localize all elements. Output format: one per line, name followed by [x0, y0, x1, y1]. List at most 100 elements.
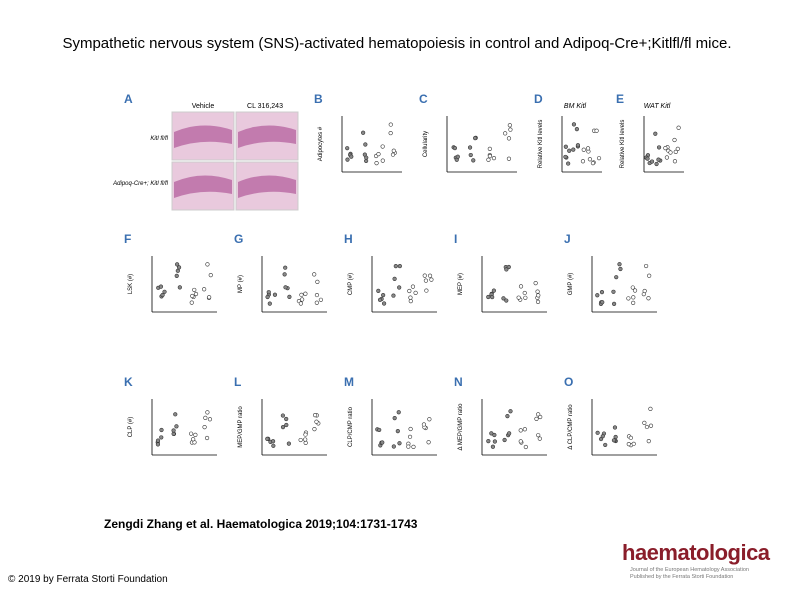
dot — [598, 436, 604, 442]
y-axis-label: Δ MEP/GMP ratio — [458, 403, 464, 451]
dot — [523, 295, 528, 300]
dot — [266, 290, 271, 295]
dot — [345, 146, 350, 151]
dot — [364, 155, 369, 160]
dot — [567, 148, 572, 153]
dot — [202, 425, 207, 430]
dot — [490, 294, 495, 300]
dot — [492, 439, 497, 444]
panel-letter: E — [616, 92, 624, 106]
dot — [508, 409, 513, 414]
dot — [503, 131, 508, 136]
dot — [523, 444, 528, 450]
histology-tissue — [238, 175, 296, 198]
dot — [388, 122, 393, 127]
dot — [393, 264, 398, 269]
dot — [315, 279, 320, 284]
dot — [676, 125, 681, 130]
dot — [363, 142, 368, 147]
y-axis-label: Adipocytes # — [318, 126, 324, 161]
dot — [504, 267, 509, 272]
dot — [522, 290, 527, 296]
dot — [411, 444, 416, 449]
dot — [361, 130, 366, 135]
dot — [391, 293, 396, 298]
dot — [193, 291, 199, 297]
dot — [391, 444, 396, 449]
dot — [410, 284, 416, 289]
dot — [381, 301, 387, 306]
dot — [424, 288, 429, 293]
dot — [408, 299, 413, 304]
dot — [314, 419, 319, 424]
dot — [611, 438, 617, 443]
dot — [159, 427, 164, 433]
y-axis-label: MEP (#) — [458, 273, 464, 295]
dot — [395, 429, 400, 434]
dot — [508, 127, 513, 132]
histology-tissue — [174, 125, 232, 148]
panel-letter: M — [344, 375, 354, 389]
dot — [282, 272, 287, 277]
logo-line: Journal of the European Hematology Assoc… — [630, 567, 749, 573]
dot — [487, 153, 493, 159]
y-axis-label: GMP (#) — [568, 273, 574, 296]
dot — [397, 285, 402, 290]
dot — [205, 410, 210, 415]
dot — [614, 275, 619, 280]
dot — [518, 284, 524, 289]
dot — [611, 289, 616, 294]
dot — [630, 285, 635, 290]
dot — [646, 296, 651, 301]
dot — [207, 417, 213, 422]
dot — [675, 146, 680, 152]
dot — [189, 300, 194, 305]
citation: Zengdi Zhang et al. Haematologica 2019;1… — [104, 517, 418, 531]
dot — [644, 263, 649, 269]
logo: haematologica Journal of the European He… — [600, 540, 780, 580]
dot — [265, 294, 270, 300]
dot — [377, 297, 383, 302]
y-axis-label: Relative Kitl levels — [620, 120, 626, 169]
dot — [380, 440, 385, 445]
dot — [408, 426, 413, 432]
dot — [193, 432, 198, 438]
dot — [381, 293, 386, 298]
dot — [397, 441, 402, 446]
dot — [646, 439, 651, 444]
dot — [533, 281, 538, 286]
dot — [613, 434, 618, 440]
dot — [413, 290, 418, 295]
dot — [537, 436, 542, 441]
dot — [175, 268, 180, 273]
dot — [595, 430, 600, 435]
dot — [506, 136, 512, 141]
dot — [645, 156, 650, 161]
dot — [208, 273, 213, 278]
dot — [300, 297, 305, 302]
dot — [522, 427, 527, 432]
dot — [668, 150, 673, 155]
dot — [380, 144, 385, 149]
dot — [536, 433, 541, 438]
y-axis-label: Cellularity — [423, 131, 429, 157]
y-axis-label: Relative Kitl levels — [538, 120, 544, 169]
dot — [672, 137, 677, 143]
row-label: Kitl fl/fl — [150, 136, 168, 142]
dot — [427, 417, 432, 422]
dot — [656, 157, 661, 162]
copyright: © 2019 by Ferrata Storti Foundation — [8, 574, 168, 585]
panel-title: WAT Kitl — [644, 103, 671, 110]
dot — [349, 154, 354, 159]
y-axis-label: CLP/CMP ratio — [348, 406, 354, 447]
dot — [486, 294, 491, 300]
dot — [626, 296, 631, 301]
dot — [628, 435, 633, 440]
dot — [265, 436, 270, 441]
dot — [489, 431, 494, 436]
dot — [203, 415, 208, 420]
column-label: CL 316,243 — [247, 103, 283, 110]
dot — [392, 416, 397, 421]
dot — [600, 300, 605, 305]
